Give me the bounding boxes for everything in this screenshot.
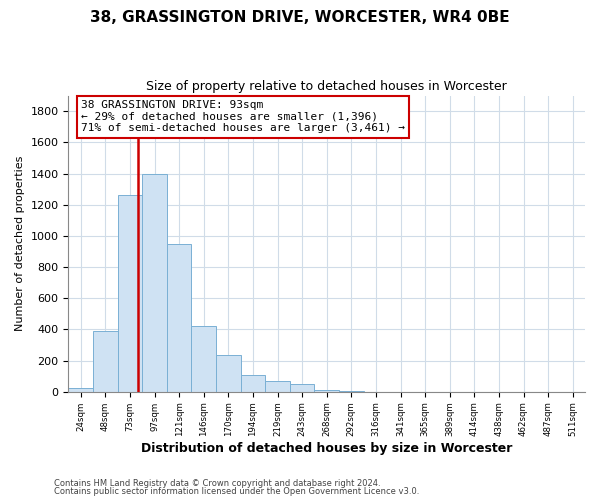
Text: Contains HM Land Registry data © Crown copyright and database right 2024.: Contains HM Land Registry data © Crown c… [54, 478, 380, 488]
Bar [68, 388, 93, 392]
Bar [314, 390, 339, 392]
Bar [339, 391, 364, 392]
Bar [216, 355, 241, 392]
Title: Size of property relative to detached houses in Worcester: Size of property relative to detached ho… [146, 80, 507, 93]
Bar [241, 374, 265, 392]
Bar [191, 326, 216, 392]
Bar [118, 194, 142, 392]
Bar [142, 174, 167, 392]
Text: 38 GRASSINGTON DRIVE: 93sqm
← 29% of detached houses are smaller (1,396)
71% of : 38 GRASSINGTON DRIVE: 93sqm ← 29% of det… [81, 100, 405, 134]
Text: Contains public sector information licensed under the Open Government Licence v3: Contains public sector information licen… [54, 487, 419, 496]
Bar [290, 384, 314, 392]
X-axis label: Distribution of detached houses by size in Worcester: Distribution of detached houses by size … [141, 442, 512, 455]
Y-axis label: Number of detached properties: Number of detached properties [15, 156, 25, 332]
Bar [167, 244, 191, 392]
Text: 38, GRASSINGTON DRIVE, WORCESTER, WR4 0BE: 38, GRASSINGTON DRIVE, WORCESTER, WR4 0B… [90, 10, 510, 25]
Bar [93, 331, 118, 392]
Bar [265, 381, 290, 392]
